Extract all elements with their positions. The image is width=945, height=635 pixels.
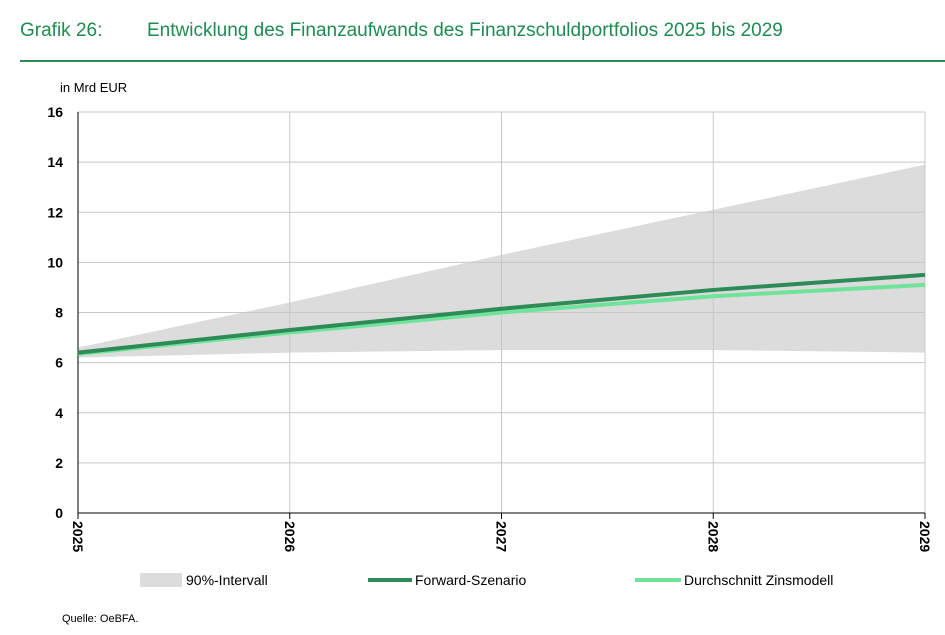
title-divider [20,60,945,62]
figure-number: Grafik 26: [20,20,103,41]
legend-label-interval: 90%-Intervall [186,572,268,588]
series-line-forward-szenario [77,272,926,355]
legend-swatch-interval [140,573,182,587]
x-tick-label-2026: 2026 [282,521,298,552]
y-tick-label-2: 2 [55,455,63,471]
chart-title: Entwicklung des Finanzaufwands des Finan… [147,20,783,41]
y-tick-label-8: 8 [55,305,63,321]
y-tick-label-4: 4 [55,405,63,421]
y-tick-label-10: 10 [47,254,63,270]
x-tick-label-2025: 2025 [70,521,86,552]
y-tick-label-0: 0 [55,505,63,521]
y-tick-label-14: 14 [47,154,63,170]
x-tick-label-2027: 2027 [494,521,510,552]
series-line-durchschnitt-zinsmodell [77,282,926,356]
source-note: Quelle: OeBFA. [62,613,139,625]
line-chart: 0 2 4 6 8 10 12 14 16 2025 2026 2027 2028 2029 in Mrd … [47,80,933,588]
y-axis-label: in Mrd EUR [60,80,127,95]
y-tick-label-6: 6 [55,355,63,371]
x-tick-label-2028: 2028 [705,521,721,552]
chart-header: Grafik 26: Entwicklung des Finanzaufwand… [20,20,920,50]
x-tick-label-2029: 2029 [917,521,933,552]
y-tick-label-16: 16 [47,104,63,120]
legend-label-zinsmodell: Durchschnitt Zinsmodell [684,572,833,588]
legend-label-forward: Forward-Szenario [415,572,526,588]
y-tick-label-12: 12 [47,204,63,220]
